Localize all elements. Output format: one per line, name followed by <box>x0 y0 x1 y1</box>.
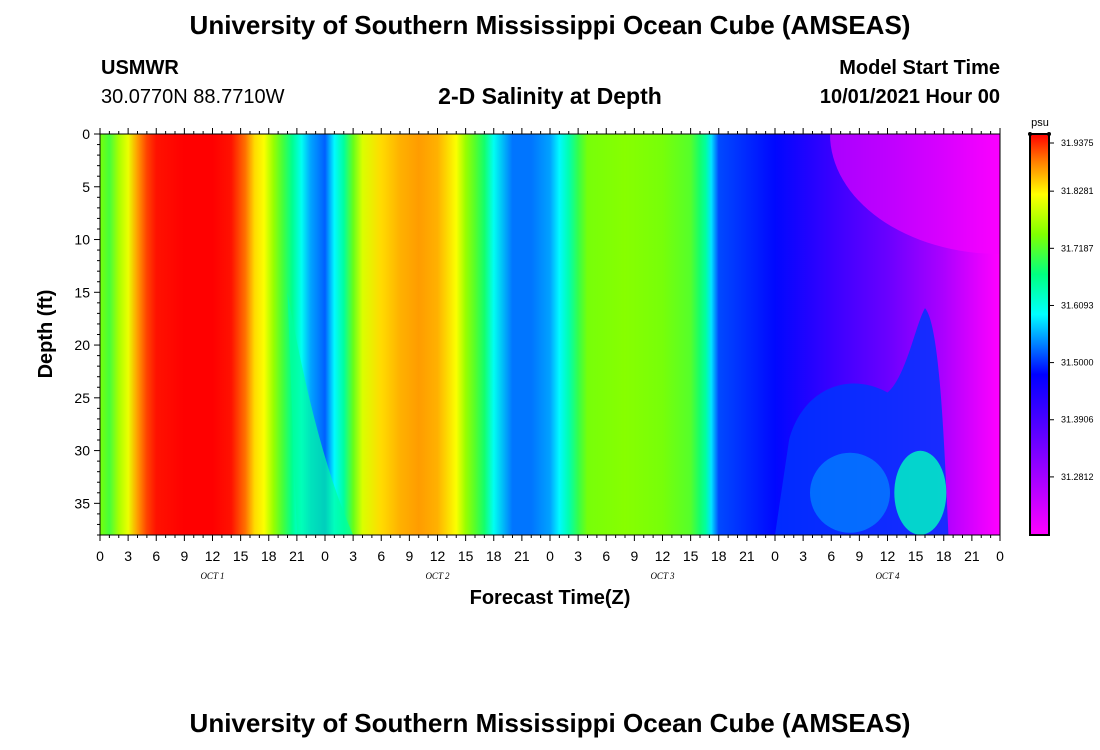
colorbar-unit: psu <box>1031 117 1049 129</box>
x-tick-label: 21 <box>964 548 980 564</box>
y-tick-label: 15 <box>74 284 90 300</box>
x-tick-label: 3 <box>124 548 132 564</box>
heatmap <box>100 134 1000 535</box>
day-label: OCT 3 <box>650 571 675 581</box>
x-tick-label: 3 <box>799 548 807 564</box>
x-tick-label: 15 <box>683 548 699 564</box>
main-title: University of Southern Mississippi Ocean… <box>189 10 911 40</box>
x-tick-label: 21 <box>289 548 305 564</box>
colorbar-corner <box>1028 132 1032 136</box>
x-axis-label: Forecast Time(Z) <box>470 587 631 609</box>
colorbar-tick-label: 31.9375 <box>1061 138 1094 148</box>
x-tick-label: 9 <box>180 548 188 564</box>
station-coordinates: 30.0770N 88.7710W <box>101 86 285 108</box>
y-tick-label: 35 <box>74 495 90 511</box>
colorbar-tick-label: 31.2812 <box>1061 472 1094 482</box>
x-tick-label: 15 <box>458 548 474 564</box>
model-start-value: 10/01/2021 Hour 00 <box>819 86 1000 108</box>
x-tick-label: 12 <box>205 548 221 564</box>
station-id: USMWR <box>101 57 179 79</box>
x-tick-label: 3 <box>349 548 357 564</box>
y-tick-label: 5 <box>82 179 90 195</box>
x-tick-label: 15 <box>233 548 249 564</box>
x-tick-label: 0 <box>96 548 104 564</box>
x-tick-label: 18 <box>486 548 502 564</box>
day-label: OCT 2 <box>425 571 450 581</box>
colorbar-tick-label: 31.7187 <box>1061 243 1094 253</box>
x-tick-label: 9 <box>405 548 413 564</box>
x-tick-label: 9 <box>630 548 638 564</box>
y-tick-label: 25 <box>74 390 90 406</box>
x-tick-label: 12 <box>430 548 446 564</box>
colorbar-tick-label: 31.3906 <box>1061 415 1094 425</box>
x-tick-label: 21 <box>514 548 530 564</box>
y-axis-label: Depth (ft) <box>35 290 57 379</box>
colorbar-tick-label: 31.6093 <box>1061 300 1094 310</box>
x-tick-label: 3 <box>574 548 582 564</box>
deep-cyan-tongue <box>287 292 354 535</box>
x-tick-label: 12 <box>880 548 896 564</box>
colorbar: 31.9375 31.8281 31.7187 31.6093 31.5000 31.39… <box>1028 132 1094 536</box>
colorbar-tick-label: 31.8281 <box>1061 186 1094 196</box>
x-tick-label: 18 <box>711 548 727 564</box>
x-tick-label: 6 <box>152 548 160 564</box>
x-tick-label: 6 <box>827 548 835 564</box>
plot-title: 2-D Salinity at Depth <box>438 83 662 109</box>
y-tick-label: 30 <box>74 443 90 459</box>
colorbar-corner <box>1047 132 1051 136</box>
deep-blue-pocket <box>810 452 890 533</box>
surface-low-salinity <box>830 134 1000 254</box>
x-tick-label: 0 <box>996 548 1004 564</box>
deep-cyan-pocket <box>894 450 947 535</box>
x-tick-label: 6 <box>602 548 610 564</box>
x-tick-label: 0 <box>771 548 779 564</box>
day-label: OCT 4 <box>875 571 900 581</box>
y-tick-label: 10 <box>74 232 90 248</box>
y-tick-label: 20 <box>74 337 90 353</box>
day-label: OCT 1 <box>200 571 224 581</box>
colorbar-tick-label: 31.5000 <box>1061 358 1094 368</box>
x-tick-label: 18 <box>936 548 952 564</box>
x-tick-label: 0 <box>546 548 554 564</box>
model-start-label: Model Start Time <box>839 57 1000 79</box>
x-tick-label: 18 <box>261 548 277 564</box>
x-tick-label: 9 <box>855 548 863 564</box>
x-tick-label: 12 <box>655 548 671 564</box>
y-tick-label: 0 <box>82 126 90 142</box>
x-tick-label: 0 <box>321 548 329 564</box>
footer-title: University of Southern Mississippi Ocean… <box>189 708 911 738</box>
x-tick-label: 6 <box>377 548 385 564</box>
colorbar-ramp <box>1029 133 1050 536</box>
x-tick-label: 15 <box>908 548 924 564</box>
x-tick-label: 21 <box>739 548 755 564</box>
